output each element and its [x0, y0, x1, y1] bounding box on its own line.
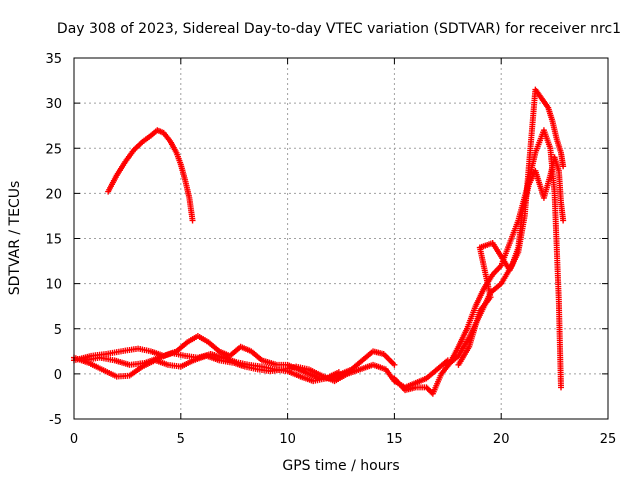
series-track-7	[105, 127, 196, 224]
y-tick-label: 10	[45, 278, 62, 293]
y-tick-label: 15	[45, 233, 62, 248]
data-point	[558, 384, 565, 391]
grid-lines	[74, 58, 608, 419]
y-axis-label: SDTVAR / TECUs	[7, 181, 23, 296]
x-tick-label: 25	[600, 432, 617, 447]
axis-ticks: 0 5 10 15 20 25 -5 0 5 10 15 20 25 30 35	[45, 52, 616, 447]
series-track-3	[81, 350, 342, 385]
y-tick-label: 20	[45, 187, 62, 202]
x-tick-label: 5	[177, 432, 185, 447]
data-point	[560, 163, 567, 170]
x-tick-label: 15	[386, 432, 403, 447]
y-tick-label: -5	[49, 413, 62, 428]
series-track-4	[391, 127, 565, 397]
y-tick-label: 0	[54, 368, 62, 383]
x-axis-label: GPS time / hours	[282, 458, 399, 474]
y-tick-label: 5	[54, 323, 62, 338]
data-point	[391, 361, 398, 368]
series-track-6	[455, 86, 567, 368]
chart-title: Day 308 of 2023, Sidereal Day-to-day VTE…	[57, 21, 621, 37]
x-tick-label: 0	[70, 432, 78, 447]
y-tick-label: 30	[45, 97, 62, 112]
y-tick-label: 25	[45, 142, 62, 157]
x-tick-label: 10	[279, 432, 296, 447]
data-point	[560, 217, 567, 224]
data-points	[71, 86, 567, 397]
y-tick-label: 35	[45, 52, 62, 67]
data-point	[189, 217, 196, 224]
x-tick-label: 20	[493, 432, 510, 447]
data-point	[335, 369, 342, 376]
